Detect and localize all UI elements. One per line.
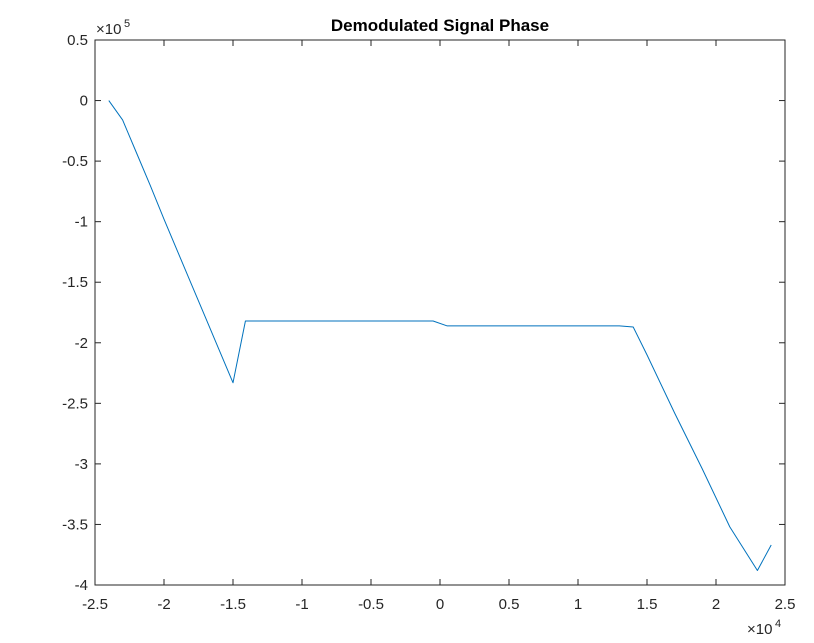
x-tick-label: -2	[157, 596, 170, 613]
y-tick-label: -3	[75, 456, 88, 473]
x-tick-label: -1	[295, 596, 308, 613]
y-tick-label: -1.5	[62, 274, 88, 291]
y-tick-label: -1	[75, 214, 88, 231]
chart-title: Demodulated Signal Phase	[331, 16, 549, 35]
x-axis-multiplier-base: ×10	[747, 621, 772, 638]
x-tick-label: 1.5	[637, 596, 658, 613]
y-tick-label: -0.5	[62, 153, 88, 170]
y-tick-label: -4	[75, 577, 88, 594]
y-tick-label: -2	[75, 335, 88, 352]
x-tick-label: 1	[574, 596, 582, 613]
y-axis-multiplier: ×10 5	[96, 18, 130, 38]
y-tick-label: 0	[80, 93, 88, 110]
y-tick-label: -2.5	[62, 395, 88, 412]
x-tick-label: -2.5	[82, 596, 108, 613]
x-tick-label: 0	[436, 596, 444, 613]
x-tick-label: -0.5	[358, 596, 384, 613]
x-axis-multiplier-exponent: 4	[775, 618, 781, 630]
y-tick-label: -3.5	[62, 516, 88, 533]
x-tick-label: -1.5	[220, 596, 246, 613]
x-tick-label: 2.5	[775, 596, 796, 613]
y-tick-label: 0.5	[67, 32, 88, 49]
x-tick-label: 0.5	[499, 596, 520, 613]
x-tick-label: 2	[712, 596, 720, 613]
x-axis-multiplier: ×10 4	[747, 618, 781, 638]
plot-area: -2.5 -2 -1.5 -1 -0.5 0 0.5 1 1.5 2 2.5 0.5 0 -0.5 -1 -1…	[62, 32, 795, 613]
y-axis-multiplier-exponent: 5	[124, 18, 130, 30]
y-axis-multiplier-base: ×10	[96, 21, 121, 38]
phase-series-line	[108, 100, 772, 571]
